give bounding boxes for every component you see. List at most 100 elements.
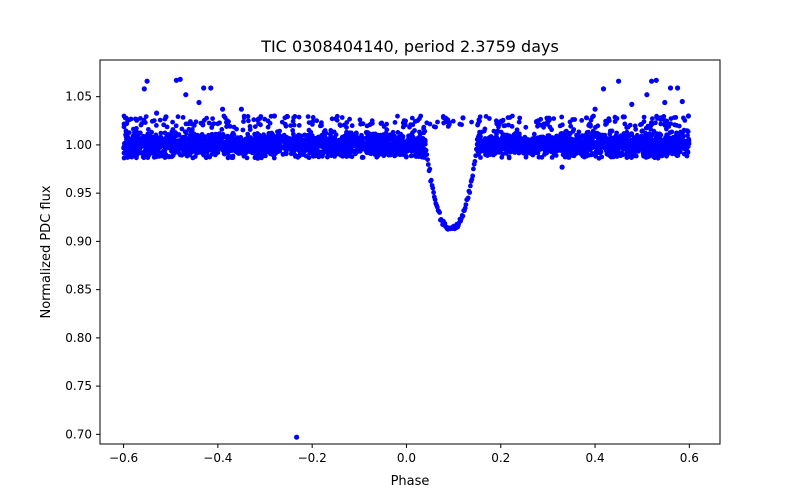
- upper-scatter-point: [523, 124, 529, 130]
- data-point: [335, 138, 341, 144]
- data-point: [557, 146, 563, 152]
- upper-scatter-point: [292, 114, 298, 119]
- upper-scatter-point: [200, 122, 206, 128]
- x-tick-label: 0.4: [586, 451, 605, 465]
- transit-point: [470, 173, 476, 179]
- data-point: [570, 153, 576, 158]
- upper-scatter-point: [241, 115, 247, 120]
- data-point: [627, 132, 632, 138]
- transit-point: [474, 146, 479, 152]
- upper-scatter-point: [186, 121, 191, 127]
- data-point: [349, 130, 354, 136]
- upper-scatter-point: [641, 114, 647, 120]
- data-point: [332, 154, 337, 159]
- upper-scatter-point: [638, 122, 643, 128]
- upper-scatter-point: [288, 123, 293, 128]
- data-point: [240, 127, 246, 133]
- data-point: [579, 139, 585, 145]
- data-point: [189, 127, 195, 132]
- data-point: [288, 145, 294, 151]
- data-point: [589, 145, 595, 151]
- x-tick-label: −0.4: [203, 451, 232, 465]
- data-point: [677, 137, 683, 143]
- data-point: [408, 153, 414, 159]
- data-point: [504, 150, 509, 156]
- data-point: [624, 155, 630, 161]
- data-point: [597, 150, 603, 156]
- data-point: [304, 146, 310, 151]
- upper-scatter-point: [333, 116, 339, 122]
- data-point: [412, 145, 418, 151]
- outlier-point: [144, 78, 150, 84]
- data-point: [271, 155, 277, 161]
- data-point: [395, 130, 401, 135]
- upper-scatter-point: [193, 119, 199, 125]
- upper-scatter-point: [567, 119, 573, 125]
- upper-scatter-point: [347, 116, 352, 122]
- data-point: [204, 147, 210, 153]
- data-point: [256, 132, 262, 138]
- data-point: [344, 145, 349, 150]
- data-point: [306, 132, 311, 138]
- data-point: [645, 133, 651, 139]
- data-point: [134, 155, 139, 161]
- data-point: [563, 137, 569, 143]
- data-point: [194, 132, 200, 138]
- data-point: [228, 138, 233, 144]
- x-axis-label: Phase: [391, 474, 430, 489]
- transit-point: [423, 147, 429, 153]
- data-point: [190, 136, 196, 142]
- data-point: [616, 150, 622, 156]
- data-point: [501, 139, 507, 145]
- upper-scatter-point: [364, 123, 370, 129]
- data-point: [406, 135, 412, 141]
- data-point: [172, 142, 177, 147]
- upper-scatter-point: [262, 116, 268, 122]
- data-point: [330, 142, 335, 148]
- data-point: [186, 126, 192, 132]
- data-point: [607, 131, 613, 137]
- data-point: [514, 131, 520, 137]
- data-point: [270, 148, 275, 154]
- upper-scatter-point: [296, 123, 302, 128]
- upper-scatter-point: [435, 119, 440, 125]
- data-point: [410, 130, 415, 136]
- upper-scatter-point: [433, 124, 438, 130]
- data-point: [525, 140, 531, 145]
- data-point: [598, 142, 604, 147]
- data-point: [179, 126, 185, 132]
- upper-scatter-point: [265, 124, 271, 130]
- outlier-point: [545, 119, 551, 125]
- data-point: [674, 130, 679, 136]
- outlier-point: [559, 164, 565, 170]
- upper-scatter-point: [507, 115, 513, 120]
- data-point: [221, 144, 227, 150]
- upper-scatter-point: [256, 121, 261, 126]
- data-point: [316, 153, 322, 158]
- outlier-point: [183, 92, 189, 98]
- data-point: [510, 145, 516, 151]
- data-point: [534, 138, 540, 144]
- data-point: [290, 127, 296, 133]
- outlier-point: [220, 106, 226, 112]
- data-point: [322, 128, 328, 133]
- upper-scatter-point: [306, 120, 312, 125]
- data-point: [275, 134, 281, 140]
- upper-scatter-point: [201, 118, 207, 123]
- upper-scatter-point: [134, 118, 140, 123]
- data-point: [203, 142, 209, 148]
- upper-scatter-point: [606, 116, 612, 122]
- data-point: [566, 155, 572, 160]
- upper-scatter-point: [476, 117, 482, 123]
- data-point: [528, 151, 534, 156]
- data-point: [155, 139, 161, 144]
- upper-scatter-point: [661, 114, 667, 119]
- data-point: [131, 134, 137, 139]
- upper-scatter-point: [421, 124, 427, 130]
- data-point: [182, 129, 188, 135]
- data-point: [390, 129, 396, 135]
- upper-scatter-point: [681, 115, 686, 121]
- data-point: [167, 133, 173, 139]
